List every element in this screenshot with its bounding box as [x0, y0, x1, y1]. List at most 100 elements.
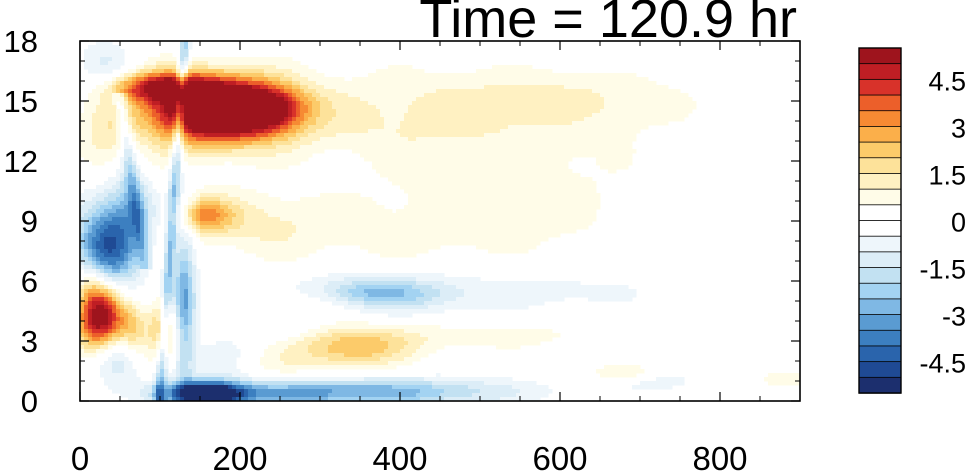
- heatmap-cell: [164, 233, 169, 238]
- heatmap-cell: [152, 133, 161, 138]
- heatmap-cell: [80, 261, 85, 266]
- heatmap-cell: [176, 117, 181, 122]
- heatmap-cell: [288, 385, 393, 390]
- heatmap-cell: [172, 209, 177, 214]
- heatmap-cell: [404, 117, 585, 122]
- heatmap-cell: [268, 133, 277, 138]
- heatmap-cell: [292, 93, 297, 98]
- heatmap-cell: [136, 141, 141, 146]
- heatmap-cell: [116, 321, 125, 326]
- heatmap-cell: [188, 365, 197, 370]
- heatmap-cell: [116, 125, 121, 130]
- heatmap-cell: [104, 81, 113, 86]
- heatmap-cell: [196, 333, 201, 338]
- heatmap-cell: [160, 365, 165, 370]
- heatmap-cell: [404, 357, 421, 362]
- colorbar-swatch: [858, 173, 902, 190]
- heatmap-cell: [88, 309, 93, 314]
- heatmap-cell: [180, 141, 185, 146]
- heatmap-cell: [224, 217, 233, 222]
- heatmap-cell: [156, 209, 161, 214]
- heatmap-cell: [428, 305, 529, 310]
- heatmap-cell: [168, 397, 173, 402]
- heatmap-cell: [180, 181, 185, 186]
- heatmap-cell: [196, 345, 237, 350]
- heatmap-cell: [112, 125, 117, 130]
- heatmap-cell: [172, 185, 177, 190]
- colorbar-swatch: [858, 361, 902, 379]
- heatmap-cell: [128, 113, 133, 118]
- heatmap-cell: [156, 341, 161, 346]
- heatmap-cell: [140, 69, 153, 74]
- heatmap-cell: [120, 185, 125, 190]
- heatmap-cell: [136, 77, 145, 82]
- heatmap-cell: [196, 217, 201, 222]
- heatmap-cell: [88, 209, 97, 214]
- heatmap-cell: [516, 393, 549, 398]
- heatmap-cell: [144, 197, 149, 202]
- heatmap-cell: [96, 257, 101, 262]
- heatmap-cell: [132, 305, 137, 310]
- heatmap-field: [80, 41, 801, 402]
- heatmap-cell: [476, 69, 553, 74]
- heatmap-cell: [180, 305, 185, 310]
- heatmap-cell: [120, 157, 125, 162]
- heatmap-cell: [296, 97, 301, 102]
- heatmap-cell: [148, 345, 157, 350]
- heatmap-cell: [304, 337, 321, 342]
- heatmap-cell: [176, 293, 181, 298]
- heatmap-cell: [276, 133, 285, 138]
- heatmap-cell: [148, 257, 153, 262]
- heatmap-cell: [256, 165, 289, 170]
- heatmap-cell: [164, 377, 169, 382]
- heatmap-cell: [156, 377, 161, 382]
- heatmap-cell: [128, 265, 133, 270]
- heatmap-cell: [124, 197, 129, 202]
- colorbar-swatch: [858, 298, 902, 316]
- heatmap-cell: [292, 101, 297, 106]
- heatmap-cell: [404, 293, 425, 298]
- heatmap-cell: [188, 329, 193, 334]
- heatmap-cell: [400, 125, 509, 130]
- heatmap-cell: [108, 193, 121, 198]
- heatmap-cell: [88, 293, 105, 298]
- heatmap-cell: [292, 109, 297, 114]
- heatmap-cell: [232, 221, 245, 226]
- heatmap-cell: [308, 133, 337, 138]
- heatmap-cell: [108, 285, 113, 290]
- heatmap-cell: [380, 337, 405, 342]
- heatmap-cell: [280, 217, 597, 222]
- heatmap-cell: [88, 245, 93, 250]
- heatmap-cell: [152, 101, 161, 106]
- heatmap-cell: [196, 341, 201, 346]
- heatmap-cell: [296, 129, 305, 134]
- heatmap-cell: [192, 129, 253, 134]
- heatmap-cell: [336, 113, 381, 118]
- heatmap-cell: [260, 137, 273, 142]
- heatmap-cell: [132, 301, 141, 306]
- heatmap-cell: [132, 97, 137, 102]
- heatmap-cell: [152, 241, 157, 246]
- y-tick-label: 15: [4, 84, 38, 119]
- heatmap-cell: [80, 325, 85, 330]
- heatmap-cell: [396, 129, 501, 134]
- heatmap-cell: [188, 289, 193, 294]
- heatmap-cell: [348, 301, 365, 306]
- heatmap-cell: [520, 389, 553, 394]
- heatmap-cell: [176, 245, 193, 250]
- heatmap-cell: [348, 93, 425, 98]
- heatmap-cell: [84, 249, 89, 254]
- heatmap-cell: [80, 337, 85, 342]
- heatmap-cell: [332, 117, 385, 122]
- heatmap-cell: [148, 129, 157, 134]
- heatmap-cell: [180, 293, 185, 298]
- heatmap-cell: [176, 249, 181, 254]
- heatmap-cell: [192, 145, 245, 150]
- heatmap-cell: [180, 397, 185, 402]
- heatmap-cell: [292, 69, 317, 74]
- heatmap-cell: [144, 225, 149, 230]
- heatmap-cell: [136, 169, 141, 174]
- heatmap-cell: [80, 141, 93, 146]
- heatmap-cell: [148, 393, 153, 398]
- heatmap-cell: [172, 241, 177, 246]
